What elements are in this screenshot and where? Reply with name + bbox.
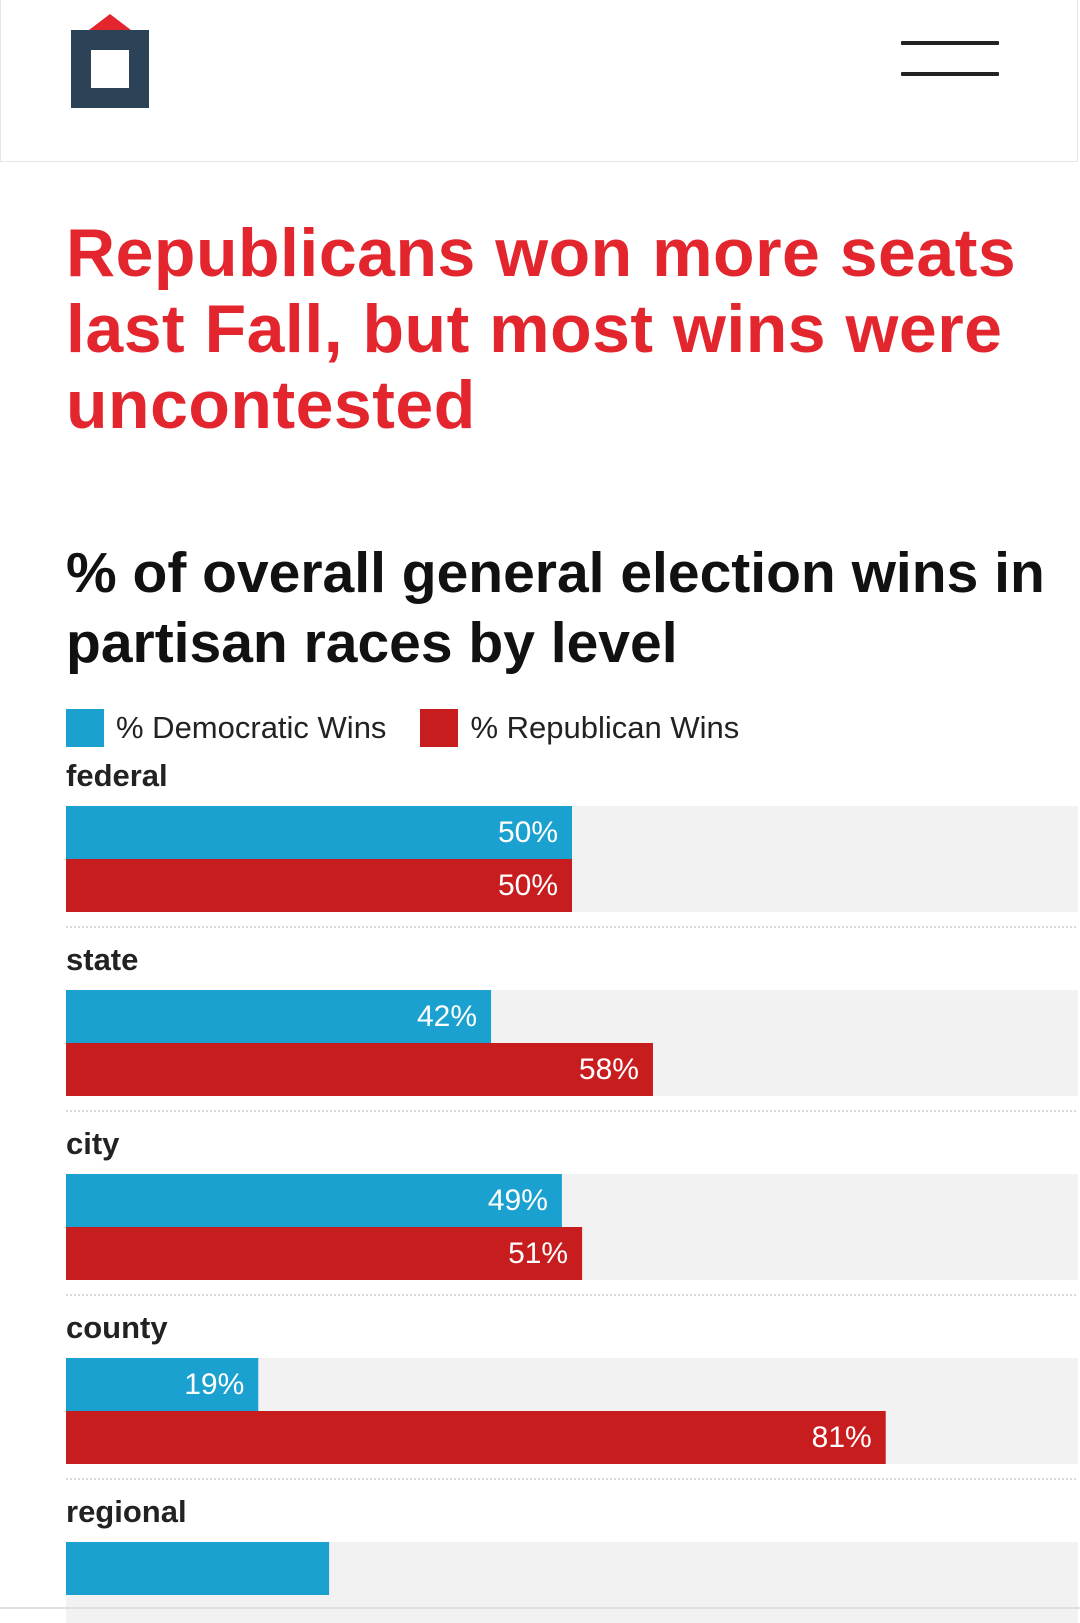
data-label-democratic-state: 42% xyxy=(417,1000,477,1033)
bar-democratic-county xyxy=(66,1358,259,1411)
bar-republican-state xyxy=(66,1043,653,1096)
bar-democratic-state xyxy=(66,990,492,1043)
category-label-regional: regional xyxy=(66,1494,187,1529)
data-label-republican-federal: 50% xyxy=(498,869,558,902)
house-logo-icon[interactable] xyxy=(67,8,153,108)
bar-republican-city xyxy=(66,1227,583,1280)
data-label-republican-state: 58% xyxy=(579,1053,639,1086)
chart-title: % of overall general election wins in pa… xyxy=(66,541,1045,675)
data-label-democratic-federal: 50% xyxy=(498,816,558,849)
legend-item-republican: % Republican Wins xyxy=(420,709,739,747)
page-bottom-divider xyxy=(0,1607,1080,1609)
bar-democratic-city xyxy=(66,1174,562,1227)
data-label-democratic-county: 19% xyxy=(184,1368,244,1401)
bar-republican-county xyxy=(66,1411,886,1464)
bar-democratic-federal xyxy=(66,806,572,859)
category-label-state: state xyxy=(66,942,138,977)
legend-label-democratic: % Democratic Wins xyxy=(116,710,387,745)
hamburger-menu-icon[interactable] xyxy=(901,38,999,78)
bar-republican-federal xyxy=(66,859,572,912)
data-label-democratic-city: 49% xyxy=(488,1184,548,1217)
data-label-republican-city: 51% xyxy=(508,1237,568,1270)
bar-democratic-regional xyxy=(66,1542,330,1595)
legend-label-republican: % Republican Wins xyxy=(470,710,740,745)
category-label-county: county xyxy=(66,1310,168,1345)
chart-legend: % Democratic Wins % Republican Wins xyxy=(66,708,773,748)
legend-swatch-republican xyxy=(420,709,459,747)
legend-item-democratic: % Democratic Wins xyxy=(66,709,386,747)
legend-swatch-democratic xyxy=(66,709,104,747)
article-headline: Republicans won more seats last Fall, bu… xyxy=(66,215,1017,443)
site-header xyxy=(0,0,1078,162)
category-label-federal: federal xyxy=(66,758,168,793)
category-label-city: city xyxy=(66,1126,120,1161)
data-label-republican-county: 81% xyxy=(812,1421,872,1454)
